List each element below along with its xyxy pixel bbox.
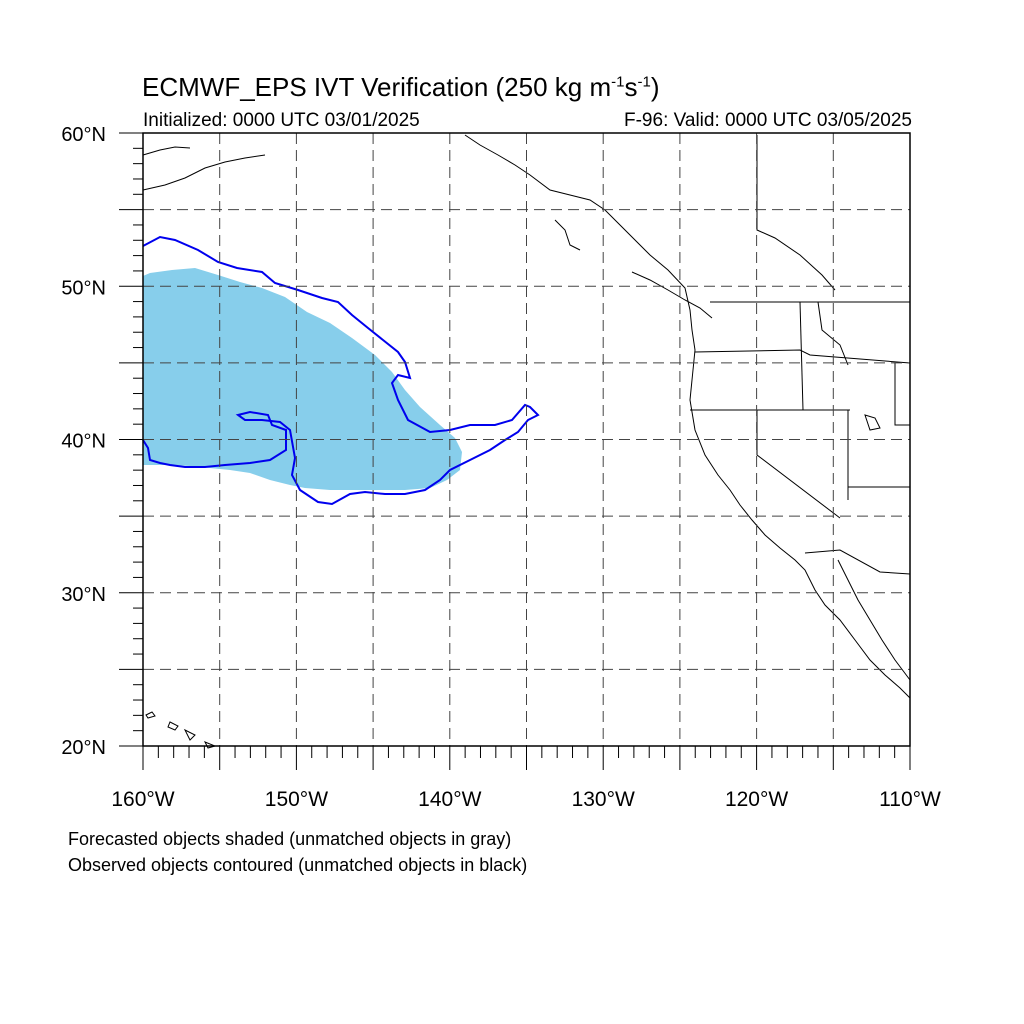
lon-label: 120°W xyxy=(725,788,788,811)
observed-object-contour xyxy=(142,235,540,506)
initialized-time: Initialized: 0000 UTC 03/01/2025 xyxy=(143,110,420,131)
lon-label: 150°W xyxy=(265,788,328,811)
map-title: ECMWF_EPS IVT Verification (250 kg m-1s-… xyxy=(142,72,660,102)
political-boundaries xyxy=(690,135,911,575)
observed-note: Observed objects contoured (unmatched ob… xyxy=(68,855,528,875)
lon-label: 160°W xyxy=(111,788,174,811)
lat-label: 20°N xyxy=(61,737,106,759)
lat-label: 60°N xyxy=(61,124,106,146)
lat-label: 40°N xyxy=(61,431,106,453)
lat-label: 50°N xyxy=(61,277,106,299)
lon-label: 130°W xyxy=(572,788,635,811)
legend-notes: Forecasted objects shaded (unmatched obj… xyxy=(68,826,527,878)
lat-label: 30°N xyxy=(61,584,106,606)
coastlines xyxy=(142,134,911,749)
valid-time: F-96: Valid: 0000 UTC 03/05/2025 xyxy=(624,110,912,131)
lon-label: 140°W xyxy=(418,788,481,811)
forecast-note: Forecasted objects shaded (unmatched obj… xyxy=(68,829,512,849)
lon-label: 110°W xyxy=(879,788,941,811)
forecast-object xyxy=(143,268,462,490)
